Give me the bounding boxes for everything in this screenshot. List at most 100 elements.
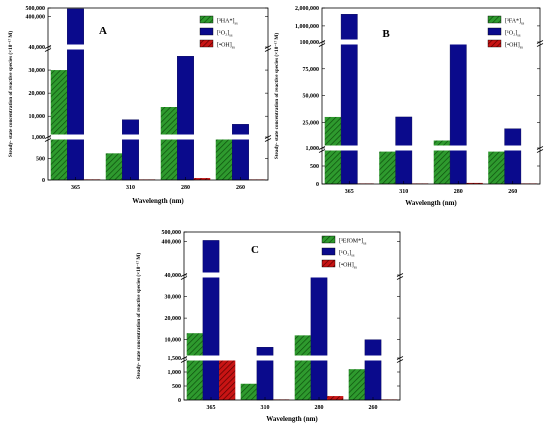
- y-tick-label: 1,000,000: [295, 24, 319, 30]
- bar-navy-260: [232, 124, 249, 181]
- legend-label: [³FA*]ss: [505, 19, 525, 26]
- y-tick-label: 500,000: [162, 230, 182, 236]
- panel-letter: C: [251, 244, 259, 256]
- legend-label: [³HA*]ss: [217, 19, 238, 26]
- legend-label: [•OH]ss: [505, 43, 523, 50]
- legend-swatch-green: [321, 235, 336, 244]
- axis-break-band-1: [49, 44, 268, 50]
- legend-swatch-navy: [487, 27, 502, 36]
- x-tick-label: 260: [236, 185, 245, 191]
- legend-label: [¹O₂]ss: [217, 31, 233, 38]
- bar-green-310: [105, 153, 123, 180]
- y-tick-label: 2,000,000: [295, 6, 319, 12]
- y-axis-label: Steady- state concentration of reactive …: [7, 31, 14, 157]
- legend-swatch-red: [321, 259, 336, 268]
- chart-panel-c: 0 500 1,000 1,500 10,000 20,000 30,000 40,000 40…: [135, 230, 404, 423]
- bar-green-280: [160, 107, 178, 180]
- legend-swatch-green: [487, 15, 502, 24]
- y-axis-label: Steady- state concentration of reactive …: [273, 33, 280, 159]
- y-tick-label: 0: [316, 182, 319, 188]
- x-tick-label: 365: [71, 185, 80, 191]
- bar-navy-280: [449, 41, 467, 185]
- bar-navy-280: [310, 274, 328, 401]
- chart-panel-a: 0 500 1,000 10,000 20,000 30,000 40,000 400,000…: [7, 6, 272, 205]
- x-tick-label: 260: [508, 189, 517, 195]
- legend-swatch-red: [199, 39, 214, 48]
- y-tick-label: 40,000: [165, 273, 182, 279]
- y-tick-label: 1,000: [168, 370, 182, 376]
- x-tick-label: 280: [181, 185, 190, 191]
- bar-red-280: [193, 178, 211, 180]
- panel-letter: A: [99, 25, 107, 37]
- y-tick-label: 100,000: [300, 40, 320, 46]
- legend-label: [³EfOM*]ss: [339, 238, 367, 246]
- x-tick-label: 280: [454, 189, 463, 195]
- y-tick-label: 20,000: [29, 91, 46, 97]
- legend-label: [•OH]ss: [217, 43, 235, 50]
- y-tick-label: 1,500: [168, 356, 182, 362]
- legend-swatch-navy: [199, 27, 214, 36]
- legend-label: [•OH]ss: [339, 263, 357, 270]
- bar-green-365: [186, 333, 203, 400]
- bar-green-260: [215, 136, 233, 180]
- y-tick-label: 30,000: [165, 295, 182, 301]
- bar-navy-260: [364, 339, 382, 401]
- bar-red-365: [219, 359, 236, 400]
- bar-navy-260: [504, 128, 522, 185]
- bar-green-365: [50, 70, 68, 180]
- y-tick-label: 500: [310, 164, 319, 170]
- bar-green-260: [488, 151, 505, 184]
- bar-green-310: [379, 151, 396, 184]
- bar-navy-310: [122, 119, 139, 181]
- x-tick-label: 280: [315, 405, 324, 411]
- axis-break-band-0: [185, 355, 400, 361]
- plot-frame: [183, 231, 401, 401]
- y-tick-label: 50,000: [303, 94, 320, 100]
- x-tick-label: 365: [345, 189, 354, 195]
- panel-letter: B: [382, 28, 390, 40]
- legend-swatch-red: [487, 39, 502, 48]
- legend-label: [¹O₂]ss: [505, 31, 521, 38]
- y-tick-label: 10,000: [165, 338, 182, 344]
- y-tick-label: 500: [172, 384, 181, 390]
- x-tick-label: 310: [261, 405, 270, 411]
- y-tick-label: 400,000: [26, 14, 46, 20]
- axis-break-band-0: [323, 145, 540, 151]
- x-tick-label: 310: [399, 189, 408, 195]
- x-axis-label: Wavelength (nm): [132, 197, 184, 205]
- bar-red-280: [327, 396, 344, 400]
- plot-frame: [47, 7, 269, 181]
- bar-navy-280: [177, 56, 194, 181]
- y-tick-label: 0: [42, 178, 45, 184]
- y-tick-label: 25,000: [303, 120, 320, 126]
- legend-label: [¹O₂]ss: [339, 251, 355, 258]
- axis-break-band-0: [49, 134, 268, 140]
- chart-panel-b: 0 500 1,000 25,000 50,000 75,000 100,000 1,000,…: [273, 6, 544, 207]
- axis-break-band-1: [185, 272, 400, 278]
- y-tick-label: 40,000: [29, 45, 46, 51]
- y-tick-label: 75,000: [303, 67, 320, 73]
- y-tick-label: 1,000: [32, 135, 46, 141]
- bar-navy-365: [67, 8, 84, 181]
- bar-green-260: [348, 369, 365, 400]
- y-tick-label: 1,000: [306, 146, 320, 152]
- x-tick-label: 260: [369, 405, 378, 411]
- x-axis-label: Wavelength (nm): [405, 199, 457, 207]
- bar-navy-365: [202, 240, 220, 401]
- x-tick-label: 310: [126, 185, 135, 191]
- bar-green-280: [294, 335, 311, 400]
- x-axis-label: Wavelength (nm): [266, 415, 318, 423]
- y-tick-label: 500: [36, 157, 45, 163]
- bar-red-280: [466, 182, 483, 184]
- y-axis-label: Steady- state concentration of reactive …: [135, 253, 142, 379]
- bar-green-280: [433, 140, 451, 184]
- legend-swatch-navy: [321, 247, 336, 256]
- y-tick-label: 30,000: [29, 68, 46, 74]
- legend-swatch-green: [199, 15, 214, 24]
- bar-green-310: [240, 383, 257, 400]
- bar-navy-310: [256, 347, 274, 401]
- x-tick-label: 365: [207, 405, 216, 411]
- y-tick-label: 500,000: [26, 6, 46, 12]
- y-tick-label: 10,000: [29, 114, 46, 120]
